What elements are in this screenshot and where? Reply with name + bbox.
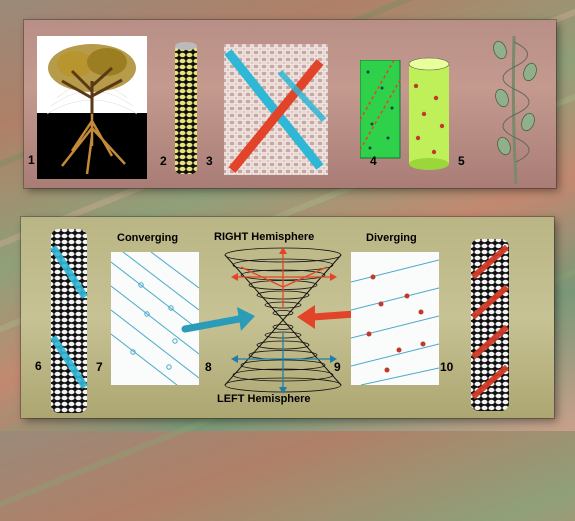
cylinder-2 bbox=[175, 42, 197, 174]
figure-number-9: 9 bbox=[334, 360, 341, 374]
right-hemisphere-label: RIGHT Hemisphere bbox=[214, 231, 315, 243]
tree-illustration bbox=[37, 36, 147, 179]
bottom-panel: 6 Converging 7 RIGHT Hemisphere bbox=[21, 217, 554, 418]
figure-number-1: 1 bbox=[28, 153, 35, 167]
top-panel: 1 2 3 bbox=[24, 20, 556, 188]
converging-tile bbox=[111, 252, 199, 385]
cylinder-10 bbox=[471, 239, 509, 411]
cylinder-6 bbox=[50, 229, 88, 413]
diverging-lines bbox=[351, 259, 439, 385]
converging-label: Converging bbox=[117, 232, 179, 244]
diverging-tile bbox=[351, 252, 439, 385]
vine-5 bbox=[493, 35, 537, 185]
green-sheet-4 bbox=[360, 60, 401, 159]
green-cylinder-4 bbox=[408, 57, 450, 170]
figure-number-7: 7 bbox=[96, 360, 103, 374]
figure-number-3: 3 bbox=[206, 154, 213, 168]
converging-lines bbox=[111, 252, 199, 385]
lattice-3 bbox=[224, 44, 328, 175]
left-hemisphere-label: LEFT Hemisphere bbox=[217, 393, 311, 405]
hemisphere-cones bbox=[224, 247, 342, 394]
figure-number-2: 2 bbox=[160, 154, 167, 168]
figure-number-4: 4 bbox=[370, 154, 377, 168]
figure-number-5: 5 bbox=[458, 154, 465, 168]
figure-number-6: 6 bbox=[35, 359, 42, 373]
diverging-label: Diverging bbox=[366, 232, 417, 244]
figure-number-8: 8 bbox=[205, 360, 212, 374]
tree-svg bbox=[46, 44, 138, 175]
cyan-arrow bbox=[181, 307, 255, 333]
figure-number-10: 10 bbox=[440, 360, 454, 374]
